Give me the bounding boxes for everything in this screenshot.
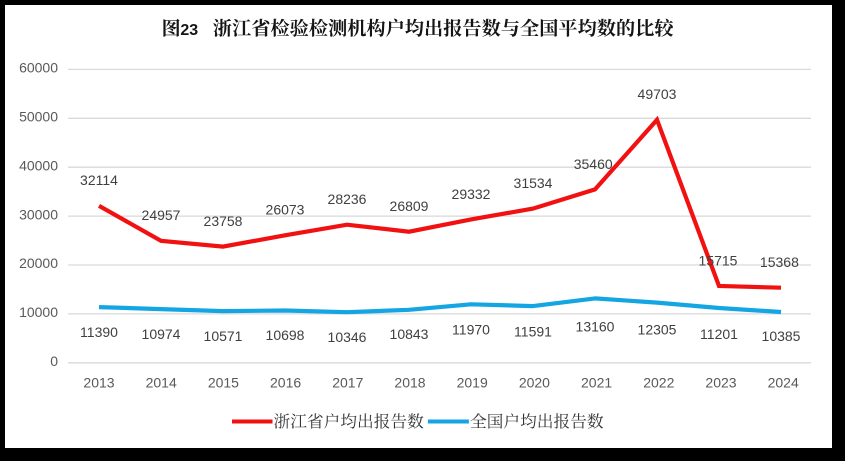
svg-text:2014: 2014	[146, 375, 177, 391]
svg-text:2019: 2019	[457, 375, 488, 391]
svg-text:11970: 11970	[452, 321, 490, 337]
svg-text:13160: 13160	[576, 319, 615, 335]
svg-text:10974: 10974	[142, 326, 181, 342]
svg-text:15715: 15715	[699, 252, 738, 268]
svg-text:10385: 10385	[762, 328, 801, 344]
svg-text:30000: 30000	[19, 206, 58, 222]
svg-text:2020: 2020	[519, 375, 550, 391]
svg-text:24957: 24957	[142, 207, 181, 223]
svg-text:32114: 32114	[80, 172, 118, 188]
svg-text:2018: 2018	[394, 375, 425, 391]
svg-text:2024: 2024	[768, 375, 799, 391]
svg-text:23: 23	[180, 22, 198, 39]
svg-text:2017: 2017	[332, 375, 363, 391]
svg-text:28236: 28236	[328, 191, 367, 207]
svg-text:40000: 40000	[19, 157, 58, 173]
svg-text:20000: 20000	[19, 255, 58, 271]
svg-text:10571: 10571	[204, 328, 243, 344]
svg-text:12305: 12305	[638, 321, 677, 337]
svg-text:2015: 2015	[208, 375, 239, 391]
svg-text:35460: 35460	[574, 156, 613, 172]
svg-text:26073: 26073	[266, 202, 305, 218]
svg-text:11591: 11591	[514, 323, 552, 339]
svg-text:2013: 2013	[83, 375, 114, 391]
svg-text:49703: 49703	[638, 86, 677, 102]
svg-text:11201: 11201	[700, 326, 738, 342]
svg-text:2023: 2023	[705, 375, 736, 391]
svg-text:10698: 10698	[266, 327, 305, 343]
svg-text:2022: 2022	[643, 375, 674, 391]
svg-text:29332: 29332	[452, 186, 491, 202]
svg-text:10843: 10843	[390, 326, 429, 342]
svg-text:2016: 2016	[270, 375, 301, 391]
svg-text:60000: 60000	[19, 60, 58, 76]
svg-text:15368: 15368	[760, 254, 799, 270]
svg-text:0: 0	[50, 353, 58, 369]
svg-text:23758: 23758	[204, 213, 243, 229]
svg-text:10000: 10000	[19, 304, 58, 320]
svg-text:50000: 50000	[19, 109, 58, 125]
svg-text:31534: 31534	[514, 175, 553, 191]
svg-text:11390: 11390	[80, 324, 118, 340]
svg-text:2021: 2021	[581, 375, 612, 391]
svg-text:10346: 10346	[328, 329, 367, 345]
svg-text:26809: 26809	[390, 198, 429, 214]
